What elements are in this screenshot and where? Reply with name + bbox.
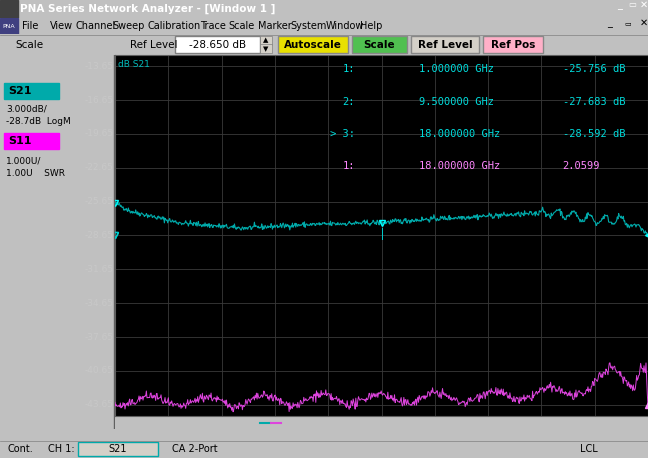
Text: -43.65: -43.65 [85,400,114,409]
FancyBboxPatch shape [78,442,158,456]
Text: ✕: ✕ [640,0,648,10]
Text: 1.000U/: 1.000U/ [6,157,41,165]
Text: 2.0599: 2.0599 [562,162,600,171]
Text: 18.000000 GHz: 18.000000 GHz [419,129,500,139]
Text: View: View [50,21,73,31]
Text: S21: S21 [8,86,32,96]
Text: 2:: 2: [342,97,355,107]
Text: LCL: LCL [580,444,597,454]
Text: -37.65: -37.65 [85,333,114,342]
Bar [0,0,18,18]
FancyBboxPatch shape [352,36,407,53]
Text: PNA Series Network Analyzer - [Window 1 ]: PNA Series Network Analyzer - [Window 1 … [20,4,275,14]
Text: -16.65: -16.65 [85,96,114,104]
Text: -28.65: -28.65 [85,231,114,240]
FancyBboxPatch shape [4,83,59,99]
Text: ▭: ▭ [625,20,631,26]
Text: 18.000000 GHz: 18.000000 GHz [419,162,500,171]
FancyBboxPatch shape [411,36,479,53]
Text: Calibration: Calibration [148,21,202,31]
Text: Stop  18.0000 GHz: Stop 18.0000 GHz [560,418,645,427]
Text: ▲: ▲ [263,38,269,44]
Text: Sweep: Sweep [112,21,145,31]
Text: 1:: 1: [342,162,355,171]
Text: System: System [290,21,327,31]
Text: -34.65: -34.65 [85,299,114,308]
Text: CA 2-Port: CA 2-Port [172,444,218,454]
Text: File: File [22,21,38,31]
Text: ▼: ▼ [263,46,269,52]
Text: Trace: Trace [200,21,226,31]
Text: -25.65: -25.65 [85,197,114,206]
Text: -28.7dB  LogM: -28.7dB LogM [6,116,71,125]
Text: -27.683 dB: -27.683 dB [562,97,625,107]
Text: 1.000000 GHz: 1.000000 GHz [419,64,494,74]
Text: 9.500000 GHz: 9.500000 GHz [419,97,494,107]
Text: Autoscale: Autoscale [284,39,342,49]
Text: -22.65: -22.65 [85,164,114,172]
FancyBboxPatch shape [260,44,272,53]
Text: -25.756 dB: -25.756 dB [562,64,625,74]
Text: PNA: PNA [3,23,16,28]
Text: Scale: Scale [228,21,254,31]
Text: Channel: Channel [75,21,115,31]
Text: Ref Level: Ref Level [130,39,178,49]
Text: ▭: ▭ [628,0,636,10]
Text: -19.65: -19.65 [85,130,114,138]
Text: ✕: ✕ [640,18,648,28]
Text: Ref Level: Ref Level [418,39,472,49]
FancyBboxPatch shape [4,133,59,149]
Text: Scale: Scale [364,39,395,49]
Text: Cont.: Cont. [8,444,34,454]
Text: dB S21: dB S21 [118,60,150,70]
Text: 3.000dB/: 3.000dB/ [6,104,47,114]
Text: -13.65: -13.65 [85,62,114,71]
Text: >Ch1:  Start  1.00000 GHz: >Ch1: Start 1.00000 GHz [118,418,238,427]
FancyBboxPatch shape [260,36,272,45]
Text: Scale: Scale [15,39,43,49]
Bar [0,18,18,34]
FancyBboxPatch shape [175,36,260,53]
Text: -40.65: -40.65 [85,366,114,376]
Text: Window: Window [326,21,364,31]
Text: _: _ [618,0,623,10]
Text: Help: Help [360,21,382,31]
Text: -28.650 dB: -28.650 dB [189,39,246,49]
Text: -31.65: -31.65 [85,265,114,274]
FancyBboxPatch shape [483,36,543,53]
Text: S11: S11 [8,136,32,146]
Text: -28.592 dB: -28.592 dB [562,129,625,139]
Text: > 3:: > 3: [330,129,355,139]
Text: CH 1:: CH 1: [48,444,75,454]
Text: 1:: 1: [342,64,355,74]
FancyBboxPatch shape [278,36,348,53]
Text: Marker: Marker [258,21,292,31]
Text: 1.00U    SWR: 1.00U SWR [6,169,65,178]
Text: S21: S21 [109,444,127,454]
Text: _: _ [608,18,612,28]
Text: Ref Pos: Ref Pos [491,39,535,49]
